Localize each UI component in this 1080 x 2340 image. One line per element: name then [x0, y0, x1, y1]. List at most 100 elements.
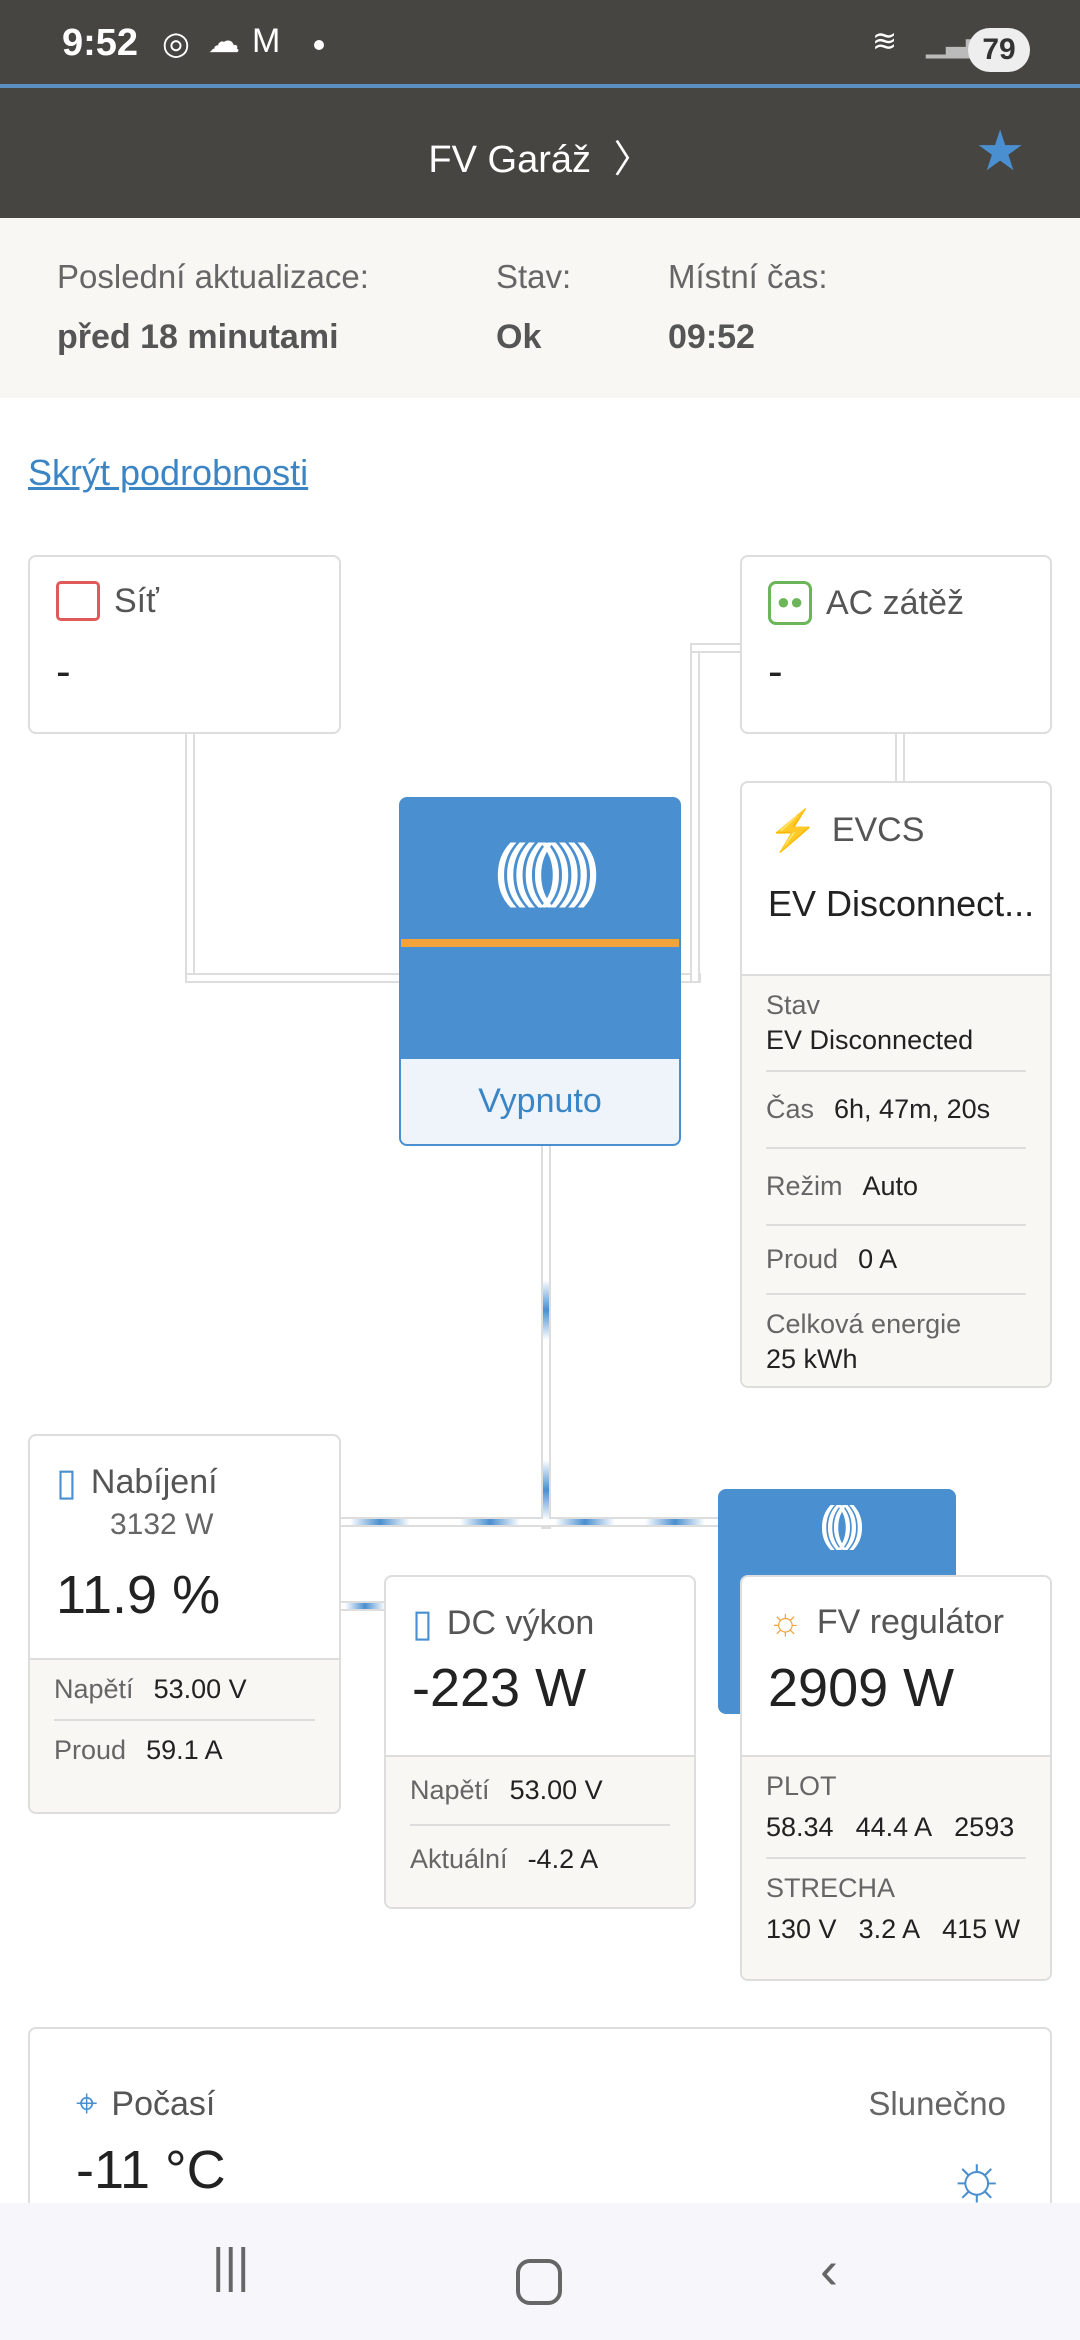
battery-power: 3132 W	[110, 1508, 214, 1541]
evcs-label: Stav	[766, 990, 821, 1020]
battery-indicator: 79	[968, 28, 1030, 72]
evcs-detail-value: 6h, 47m, 20s	[834, 1094, 991, 1124]
inverter-card[interactable]: ((((())))) Vypnuto	[399, 797, 681, 1146]
battery-label: Proud	[54, 1735, 127, 1765]
victron-logo-icon: ((((()))))	[493, 830, 600, 908]
ev-charger-icon: ⚡	[768, 809, 818, 853]
sun-icon: ☼	[768, 1601, 803, 1643]
battery-title: Nabíjení	[90, 1463, 218, 1501]
info-panel: Poslední aktualizace: před 18 minutami S…	[0, 218, 1080, 398]
battery-soc: 11.9 %	[56, 1565, 221, 1625]
chevron-right-icon: 〉	[613, 139, 652, 181]
battery-icon: ▯	[56, 1462, 77, 1504]
energy-flow	[460, 1519, 520, 1525]
connector-line	[690, 643, 742, 653]
app-header: FV Garáž 〉 ★	[0, 88, 1080, 218]
system-nav-bar: ||| ‹	[0, 2203, 1080, 2340]
evcs-detail-value: 0 A	[858, 1244, 898, 1274]
tracker-power: 415 W	[942, 1914, 1021, 1944]
local-time-label: Místní čas:	[668, 258, 828, 295]
grid-title: Síť	[114, 581, 159, 620]
chrome-icon: ◎	[162, 25, 190, 61]
home-button[interactable]	[516, 2259, 562, 2305]
ac-load-title: AC zátěž	[826, 583, 964, 622]
accent-line	[0, 84, 1080, 88]
evcs-card[interactable]: ⚡ EVCS EV Disconnect... Stav EV Disconnect…	[740, 781, 1052, 1388]
energy-flow	[543, 1280, 549, 1340]
battery-detail-value: 59.1 A	[146, 1735, 223, 1765]
recent-apps-button[interactable]: |||	[212, 2240, 250, 2293]
evcs-label: Čas	[766, 1094, 815, 1124]
dc-power-card[interactable]: ▯ DC výkon -223 W Napětí 53.00 V Aktuální -…	[384, 1575, 696, 1909]
weather-title: Počasí	[111, 2085, 216, 2123]
wifi-icon: ≋	[872, 25, 898, 58]
last-update-label: Poslední aktualizace:	[57, 258, 369, 295]
battery-detail-value: 53.00 V	[153, 1674, 247, 1704]
hide-details-link[interactable]: Skrýt podrobnosti	[28, 452, 309, 493]
evcs-label: Celková energie	[766, 1309, 962, 1339]
location-pin-icon: ⌖	[76, 2083, 98, 2125]
tracker-power: 2593	[954, 1812, 1015, 1842]
connector-line	[185, 731, 195, 983]
inverter-accent-bar	[401, 939, 679, 947]
pv-value: 2909 W	[768, 1658, 955, 1718]
socket-icon: ●●	[768, 581, 812, 625]
dc-detail-value: 53.00 V	[509, 1775, 603, 1805]
state-value: Ok	[496, 318, 542, 356]
evcs-label: Režim	[766, 1171, 843, 1201]
tracker-voltage: 58.34	[766, 1812, 834, 1842]
notification-dot-icon	[314, 40, 324, 50]
local-time-value: 09:52	[668, 318, 755, 356]
sun-icon: ☼	[947, 2140, 1006, 2212]
grid-value: -	[56, 647, 71, 696]
status-time: 9:52	[62, 22, 139, 64]
weather-condition: Slunečno	[868, 2085, 1006, 2122]
site-title: FV Garáž	[428, 139, 592, 181]
dc-label: Napětí	[410, 1775, 490, 1805]
ac-load-card[interactable]: ●● AC zátěž -	[740, 555, 1052, 734]
dc-value: -223 W	[412, 1658, 587, 1718]
pv-charger-card[interactable]: ☼ FV regulátor 2909 W PLOT 58.34 44.4 A 2593…	[740, 1575, 1052, 1981]
connector-line	[895, 731, 905, 783]
grid-card[interactable]: Síť -	[28, 555, 341, 734]
evcs-detail-value: 25 kWh	[766, 1344, 858, 1374]
status-bar: 9:52 ◎ ☁ M ≋ ▁▃▅ 79	[0, 0, 1080, 86]
evcs-title: EVCS	[831, 811, 925, 849]
grid-icon	[56, 581, 100, 621]
dc-label: Aktuální	[410, 1844, 508, 1874]
dc-details: Napětí 53.00 V Aktuální -4.2 A	[386, 1755, 694, 1907]
battery-card[interactable]: ▯ Nabíjení 3132 W 11.9 % Napětí 53.00 V Pr…	[28, 1434, 341, 1814]
inverter-state: Vypnuto	[401, 1059, 679, 1144]
back-button[interactable]: ‹	[820, 2240, 838, 2300]
ac-load-value: -	[768, 647, 783, 696]
evcs-label: Proud	[766, 1244, 839, 1274]
dc-title: DC výkon	[446, 1604, 595, 1642]
evcs-detail-value: EV Disconnected	[766, 1025, 974, 1055]
site-title-button[interactable]: FV Garáž 〉	[0, 128, 1080, 183]
energy-flow	[350, 1519, 410, 1525]
tracker-current: 44.4 A	[855, 1812, 933, 1842]
connector-line	[690, 643, 700, 983]
pv-title: FV regulátor	[816, 1603, 1004, 1641]
weather-temperature: -11 °C	[76, 2140, 226, 2200]
tracker-name: PLOT	[766, 1771, 837, 1801]
evcs-details: Stav EV Disconnected Čas 6h, 47m, 20s Reži…	[742, 974, 1050, 1386]
evcs-value: EV Disconnect...	[768, 883, 1035, 924]
evcs-detail-value: Auto	[862, 1171, 919, 1201]
pv-trackers: PLOT 58.34 44.4 A 2593 STRECHA 130 V 3.2 A 415…	[742, 1755, 1050, 1979]
cloud-icon: ☁	[208, 23, 240, 59]
gmail-icon: M	[252, 22, 281, 60]
state-label: Stav:	[496, 258, 572, 295]
energy-flow	[645, 1519, 705, 1525]
victron-logo-icon: ((()))	[819, 1498, 865, 1551]
star-icon[interactable]: ★	[975, 119, 1026, 182]
battery-icon: ▯	[412, 1603, 433, 1645]
energy-flow	[543, 1460, 549, 1520]
tracker-voltage: 130 V	[766, 1914, 837, 1944]
tracker-current: 3.2 A	[858, 1914, 921, 1944]
energy-flow	[555, 1519, 615, 1525]
battery-details: Napětí 53.00 V Proud 59.1 A	[30, 1658, 339, 1812]
last-update-value: před 18 minutami	[57, 318, 339, 356]
energy-flow	[345, 1603, 385, 1609]
dc-detail-value: -4.2 A	[527, 1844, 599, 1874]
